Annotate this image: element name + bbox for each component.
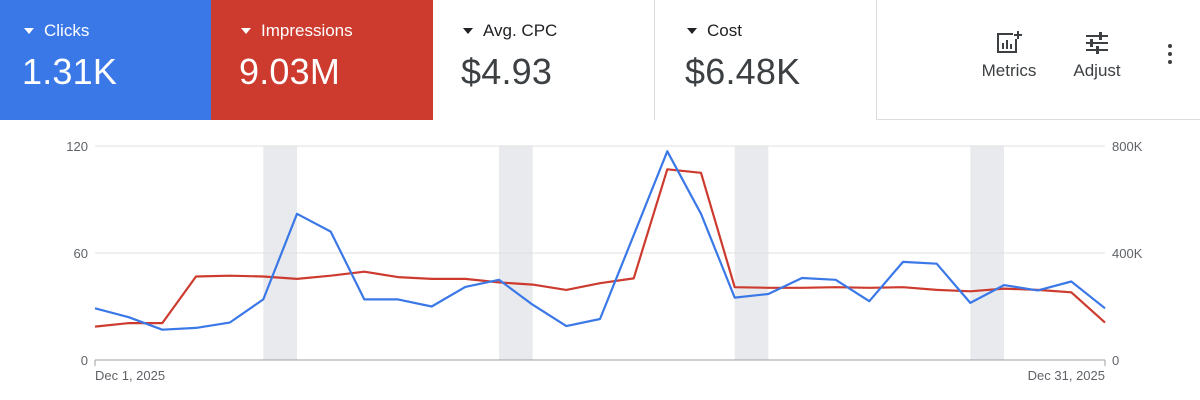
scorecard-value: $4.93 (461, 51, 553, 92)
scorecard-avg-cpc[interactable]: Avg. CPC $4.93 (433, 0, 655, 120)
series-lines (94, 150, 1106, 331)
left-axis-tick: 0 (81, 353, 88, 368)
scorecard-label: Clicks (44, 21, 90, 40)
metrics-label: Metrics (981, 61, 1037, 80)
adjust-button[interactable]: Adjust (1065, 30, 1129, 81)
x-axis-start-label: Dec 1, 2025 (95, 368, 165, 383)
left-axis-tick: 60 (74, 246, 88, 261)
tune-sliders-icon (1086, 32, 1108, 54)
scorecard-label: Cost (707, 21, 742, 40)
caret-down-icon (687, 28, 697, 34)
scorecard-label: Avg. CPC (483, 21, 558, 40)
caret-down-icon (463, 28, 473, 34)
x-axis-end-label: Dec 31, 2025 (1028, 368, 1105, 383)
scorecard-value: $6.48K (685, 51, 801, 92)
scorecard-value: 1.31K (22, 51, 118, 92)
performance-chart: 0 60 120 0 400K 800K Dec 1, 2025 Dec 31, 2025 (0, 120, 1200, 400)
impressions-line (94, 168, 1106, 328)
left-axis-tick: 120 (66, 139, 88, 154)
line-chart: 0 60 120 0 400K 800K Dec 1, 2025 Dec 31, 2025 (66, 139, 1142, 383)
scorecard-impressions[interactable]: Impressions 9.03M (211, 0, 433, 120)
chart-actions: Metrics Adjust (877, 0, 1200, 119)
caret-down-icon (241, 28, 251, 34)
gridlines (94, 145, 1106, 366)
add-chart-icon (997, 30, 1023, 53)
metrics-button[interactable]: Metrics (973, 30, 1045, 81)
right-axis-tick: 400K (1112, 246, 1143, 261)
right-axis-tick: 800K (1112, 139, 1143, 154)
clicks-line (94, 150, 1106, 331)
axis-ticks: 0 60 120 0 400K 800K Dec 1, 2025 Dec 31, 2025 (66, 139, 1142, 383)
scorecard-bar: Clicks 1.31K Impressions 9.03M Avg. CPC … (0, 0, 1200, 120)
scorecard-label: Impressions (261, 21, 353, 40)
adjust-label: Adjust (1073, 61, 1121, 80)
caret-down-icon (24, 28, 34, 34)
more-vert-icon[interactable] (1160, 44, 1180, 70)
scorecard-clicks[interactable]: Clicks 1.31K (0, 0, 211, 120)
scorecard-value: 9.03M (239, 51, 341, 92)
scorecard-cost[interactable]: Cost $6.48K (655, 0, 877, 120)
right-axis-tick: 0 (1112, 353, 1119, 368)
